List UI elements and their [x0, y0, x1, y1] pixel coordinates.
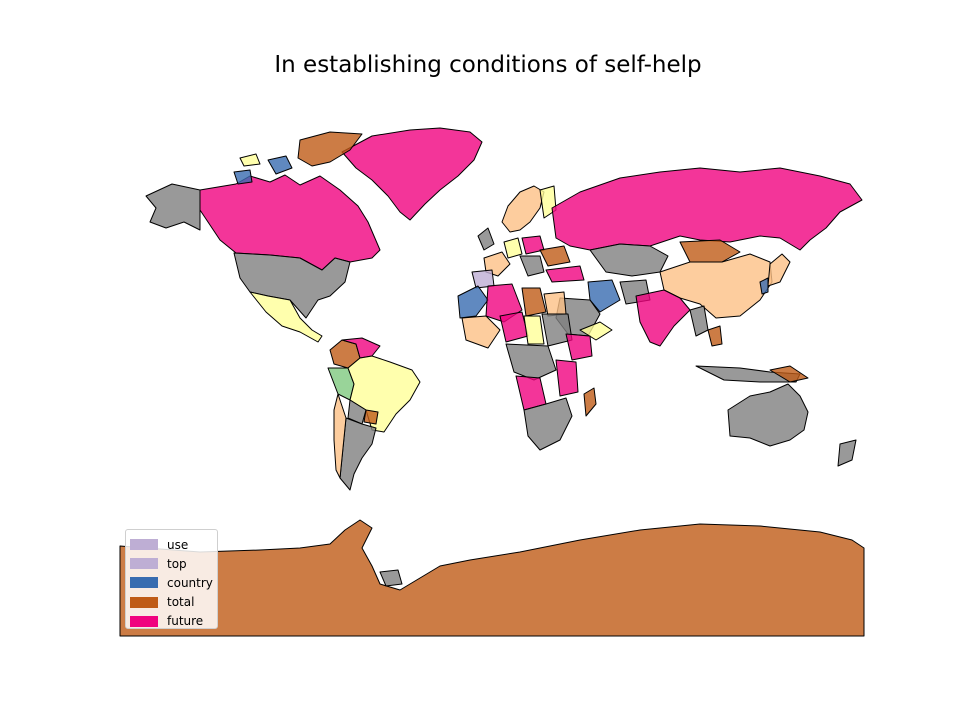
region-mexico	[249, 291, 323, 343]
legend-item-total: total	[130, 593, 217, 612]
region-central-africa	[505, 343, 557, 381]
region-australia	[727, 383, 809, 447]
region-germany	[503, 237, 523, 259]
region-kazakhstan	[589, 243, 669, 277]
region-papua	[769, 365, 809, 383]
region-arctic-island-3	[233, 169, 253, 185]
region-egypt	[543, 291, 567, 317]
region-madagascar	[583, 387, 597, 417]
map-legend: use top country total future	[125, 529, 218, 629]
region-new-zealand	[837, 439, 857, 467]
region-chile	[333, 393, 347, 479]
region-west-africa	[461, 315, 501, 349]
region-libya	[521, 287, 547, 317]
region-arctic-island-2	[267, 155, 293, 175]
legend-swatch-use	[130, 539, 158, 551]
region-yemen	[579, 321, 613, 341]
legend-label-country: country	[167, 575, 213, 590]
region-greenland	[341, 127, 483, 221]
legend-label-future: future	[167, 614, 204, 629]
legend-swatch-country	[130, 577, 158, 589]
region-antarctica-island	[379, 569, 403, 587]
region-canada	[199, 174, 381, 271]
legend-label-total: total	[167, 595, 195, 610]
region-alaska	[145, 183, 201, 231]
region-paraguay	[363, 409, 379, 425]
legend-swatch-total	[130, 596, 158, 608]
legend-label-use: use	[167, 537, 189, 552]
region-ethiopia	[565, 333, 593, 361]
legend-item-top: top	[130, 554, 217, 573]
region-southern-africa	[523, 397, 573, 451]
legend-item-country: country	[130, 573, 217, 592]
legend-label-top: top	[167, 556, 187, 571]
legend-item-future: future	[130, 612, 217, 631]
region-vietnam	[707, 325, 723, 347]
region-india	[635, 289, 691, 347]
region-north-africa-west	[457, 285, 489, 319]
region-antarctica	[119, 519, 865, 637]
legend-item-use: use	[130, 535, 217, 554]
map-title: In establishing conditions of self-help	[274, 52, 702, 78]
region-iran	[587, 279, 621, 313]
legend-swatch-top	[130, 558, 158, 570]
region-east-africa	[555, 359, 579, 397]
region-arctic-island-4	[239, 153, 261, 167]
region-brazil	[347, 355, 421, 433]
region-chad	[523, 315, 545, 345]
region-balkans	[519, 255, 545, 277]
region-arctic-islands	[297, 131, 363, 167]
region-turkey	[545, 265, 585, 283]
region-korea	[759, 277, 769, 295]
legend-swatch-future	[130, 615, 158, 627]
region-ukraine	[539, 245, 571, 267]
region-uk	[477, 227, 495, 251]
region-mongolia	[679, 239, 741, 263]
